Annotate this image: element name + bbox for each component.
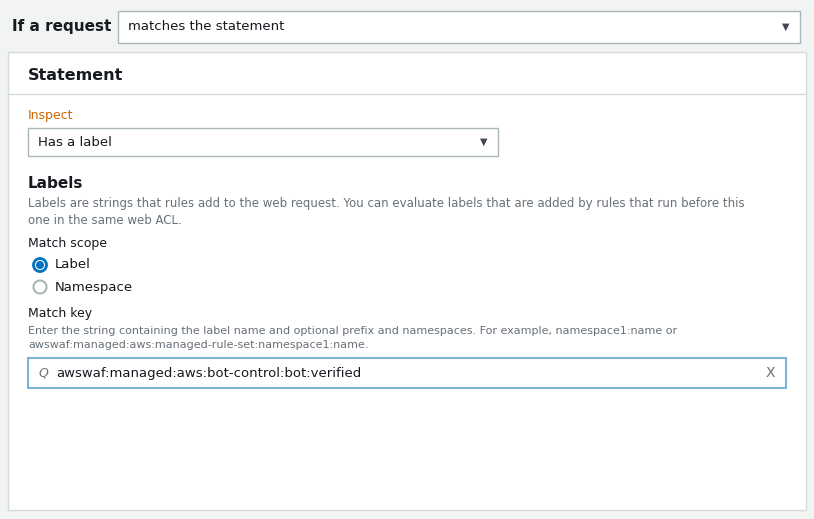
Text: ▼: ▼ [480, 137, 488, 147]
Bar [8, 52, 806, 510]
Bar [28, 128, 498, 156]
Text: Namespace: Namespace [55, 280, 133, 294]
Text: Labels: Labels [28, 175, 83, 190]
Text: Statement: Statement [28, 69, 124, 84]
Text: Match scope: Match scope [28, 238, 107, 251]
Bar [28, 358, 786, 388]
Text: awswaf:managed:aws:managed-rule-set:namespace1:name.: awswaf:managed:aws:managed-rule-set:name… [28, 340, 369, 350]
Text: Inspect: Inspect [28, 110, 73, 122]
Text: matches the statement: matches the statement [128, 20, 284, 34]
Text: X: X [765, 366, 775, 380]
Circle shape [33, 280, 46, 294]
Text: awswaf:managed:aws:bot-control:bot:verified: awswaf:managed:aws:bot-control:bot:verif… [56, 366, 361, 379]
Text: Enter the string containing the label name and optional prefix and namespaces. F: Enter the string containing the label na… [28, 326, 677, 336]
Text: Label: Label [55, 258, 90, 271]
Text: ▼: ▼ [782, 22, 790, 32]
Text: Labels are strings that rules add to the web request. You can evaluate labels th: Labels are strings that rules add to the… [28, 198, 745, 211]
Circle shape [33, 258, 46, 271]
Text: one in the same web ACL.: one in the same web ACL. [28, 213, 182, 226]
Bar [118, 11, 800, 43]
Text: Has a label: Has a label [38, 135, 112, 148]
Text: Q: Q [38, 366, 48, 379]
Text: Match key: Match key [28, 307, 92, 321]
Circle shape [36, 261, 44, 269]
Text: If a request: If a request [12, 20, 112, 34]
